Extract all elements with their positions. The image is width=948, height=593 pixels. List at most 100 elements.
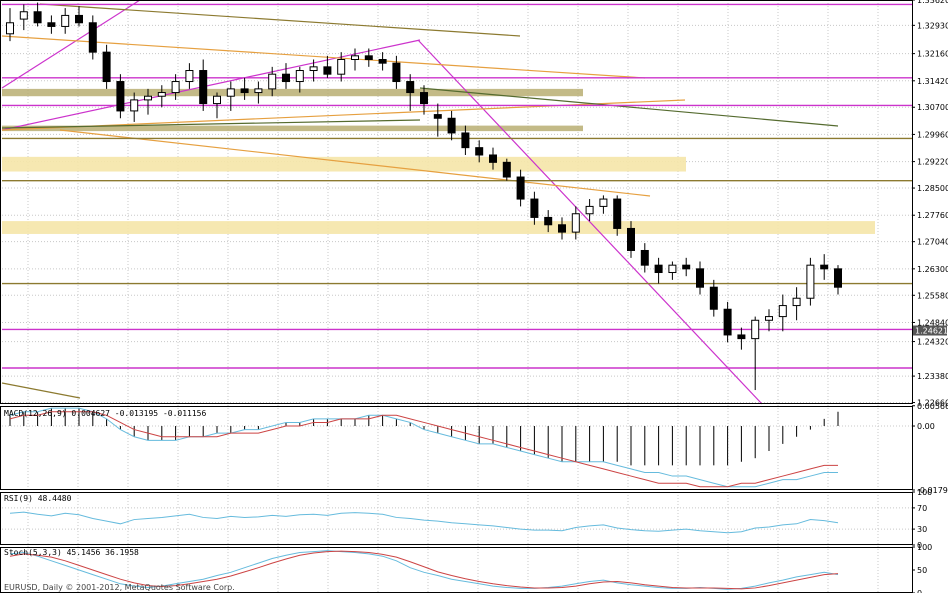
candle-body [447, 117, 456, 134]
candle-body [613, 198, 622, 229]
axis-tick-label: 1.22660 [917, 399, 948, 408]
candle-body [282, 73, 290, 83]
candle-body [295, 70, 304, 83]
candle-body [116, 81, 125, 112]
rsi-series [9, 511, 839, 534]
axis-tick-label: 1.33620 [917, 0, 948, 5]
current-price-label: 1.24621 [915, 327, 948, 336]
pane-frame [0, 406, 913, 490]
candle-body [75, 14, 83, 24]
candle-body [834, 268, 842, 288]
axis-tick-label: 1.25580 [917, 291, 948, 300]
macd-title: MACD(12,26,9) 0.004627 -0.013195 -0.0111… [4, 409, 207, 418]
price-axis: 1.33620 1.32930 1.32160 1.31420 1.30700 1.299… [912, 0, 948, 593]
candle-body [792, 297, 801, 307]
candle-body [475, 147, 484, 156]
macd-series [9, 411, 838, 488]
axis-tick-label: 1.24840 [917, 318, 948, 327]
candle-body [240, 88, 249, 94]
trend-line [59, 129, 651, 197]
axis-tick-label: 0 [917, 541, 922, 550]
candle-body [737, 334, 746, 340]
trend-lines [1, 0, 839, 405]
axis-tick-label: 1.30700 [917, 103, 948, 112]
axis-tick-label: 1.27040 [917, 238, 948, 247]
price-zone [2, 125, 583, 132]
candle-body [61, 14, 70, 27]
stoch-title: Stoch(5,3,3) 45.1456 36.1958 [4, 548, 139, 557]
rsi-title: RSI(9) 48.4480 [4, 494, 72, 503]
price-zones [2, 88, 875, 234]
candle-body [585, 205, 594, 215]
candle-body [33, 11, 42, 24]
candle-body [433, 114, 442, 119]
candle-body [751, 319, 760, 340]
candle-body [130, 99, 139, 112]
axis-tick-label: 1.29960 [917, 130, 948, 139]
trend-line [417, 39, 763, 405]
candle-body [226, 88, 235, 97]
axis-tick-label: 1.31420 [917, 77, 948, 86]
candle-body [461, 132, 470, 149]
trend-line [419, 87, 839, 127]
pane-frame [0, 492, 913, 545]
macd-pane [2, 407, 912, 488]
candle-body [571, 213, 580, 233]
axis-tick-label: 30 [917, 525, 927, 534]
axis-tick-label: 100 [917, 488, 932, 497]
pane-frame [0, 0, 913, 404]
horizontal-levels [2, 3, 912, 369]
axis-tick-label: 1.26300 [917, 265, 948, 274]
axis-tick-label: 1.29220 [917, 158, 948, 167]
candle-body [213, 95, 221, 105]
candle-body [351, 55, 359, 60]
candle-body [820, 264, 829, 270]
candle-body [696, 268, 704, 288]
candle-body [88, 22, 97, 53]
pane-frames [0, 0, 913, 593]
candle-body [268, 73, 277, 90]
axis-tick-label: 0.005668 [917, 402, 948, 411]
candle-body [199, 70, 208, 105]
current-price-tag [913, 325, 947, 336]
price-zone [2, 221, 875, 234]
footer-copyright: EURUSD, Daily © 2001-2012, MetaQuotes So… [4, 583, 235, 592]
trend-line [1, 0, 141, 89]
candle-body [502, 161, 511, 178]
axis-tick-label: 50 [917, 566, 927, 575]
trend-line [1, 382, 81, 399]
macd-series [9, 407, 838, 488]
candle-body [378, 58, 387, 64]
axis-tick-label: 0 [917, 589, 922, 593]
axis-tick-label: 1.28500 [917, 184, 948, 193]
axis-tick-label: 0.00 [917, 422, 935, 431]
candle-body [723, 308, 732, 336]
candle-body [558, 224, 566, 233]
stoch-series [9, 550, 839, 590]
axis-tick-label: 1.32160 [917, 50, 948, 59]
candle-body [337, 58, 346, 75]
candle-body [544, 216, 553, 226]
candle-body [778, 305, 787, 318]
axis-tick-label: 1.32930 [917, 21, 948, 30]
candle-body [530, 198, 539, 218]
candle-body [171, 81, 180, 94]
axis-tick-label: 100 [917, 543, 932, 552]
trend-line [39, 3, 521, 37]
candle-body [102, 51, 111, 83]
candle-body [364, 55, 373, 60]
candle-body [709, 286, 718, 310]
trend-line [1, 35, 646, 79]
axis-tick-label: 1.27760 [917, 211, 948, 220]
candle-body [157, 92, 166, 97]
candle-body [599, 198, 608, 207]
candle-body [144, 95, 152, 101]
candle-body [489, 154, 497, 163]
price-zone [2, 156, 686, 172]
candle-body [185, 70, 194, 83]
candle-body [309, 66, 318, 72]
candle-body [392, 62, 401, 83]
candle-body [668, 264, 677, 274]
candle-body [19, 11, 28, 20]
trend-line [1, 119, 421, 129]
